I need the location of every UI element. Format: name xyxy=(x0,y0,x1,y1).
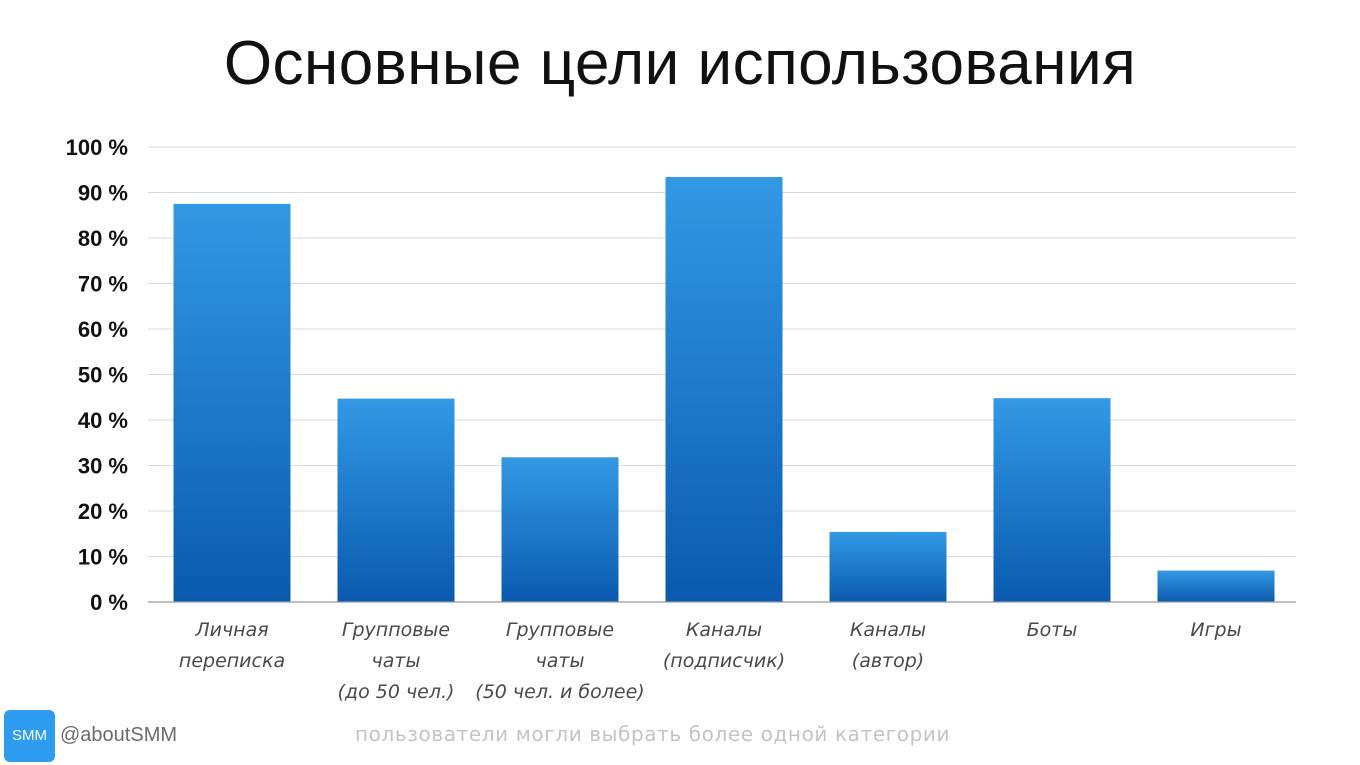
x-tick-label: Игры xyxy=(1190,619,1241,641)
smm-logo: SMM xyxy=(4,710,55,762)
bar xyxy=(337,398,455,602)
y-axis-ticks: 0 % 10 % 20 % 30 % 40 % 50 % 60 % 70 % 80 % 90 % 1… xyxy=(66,135,128,615)
bars xyxy=(173,177,1275,602)
x-tick-label: Групповые чаты (до 50 чел.) xyxy=(338,619,455,703)
bar xyxy=(1157,570,1275,602)
y-tick-label: 80 % xyxy=(78,226,128,251)
bar xyxy=(993,398,1111,602)
bar xyxy=(829,531,947,602)
bar xyxy=(665,177,783,602)
y-tick-label: 40 % xyxy=(78,408,128,433)
bar xyxy=(501,457,619,602)
y-tick-label: 50 % xyxy=(78,363,128,388)
x-tick-label: Боты xyxy=(1027,619,1078,641)
x-tick-label: Каналы (автор) xyxy=(850,619,926,672)
y-tick-label: 30 % xyxy=(78,454,128,479)
y-tick-label: 10 % xyxy=(78,545,128,570)
y-tick-label: 0 % xyxy=(90,590,128,615)
y-tick-label: 70 % xyxy=(78,272,128,297)
footer-handle: @aboutSMM xyxy=(60,724,178,746)
y-tick-label: 60 % xyxy=(78,317,128,342)
y-tick-label: 90 % xyxy=(78,181,128,206)
x-axis-labels: Личная переписка Групповые чаты (до 50 чел.)… xyxy=(179,619,1242,703)
y-tick-label: 100 % xyxy=(66,135,128,160)
footer-note: пользователи могли выбрать более одной к… xyxy=(355,722,951,746)
y-tick-label: 20 % xyxy=(78,499,128,524)
x-tick-label: Каналы (подписчик) xyxy=(663,619,785,672)
bar-chart: 0 % 10 % 20 % 30 % 40 % 50 % 60 % 70 % 80 % 90 % 1… xyxy=(66,135,1296,703)
x-tick-label: Групповые чаты (50 чел. и более) xyxy=(475,619,644,703)
bar xyxy=(173,203,291,602)
x-tick-label: Личная переписка xyxy=(179,619,285,672)
chart-title: Основные цели использования xyxy=(223,29,1137,98)
